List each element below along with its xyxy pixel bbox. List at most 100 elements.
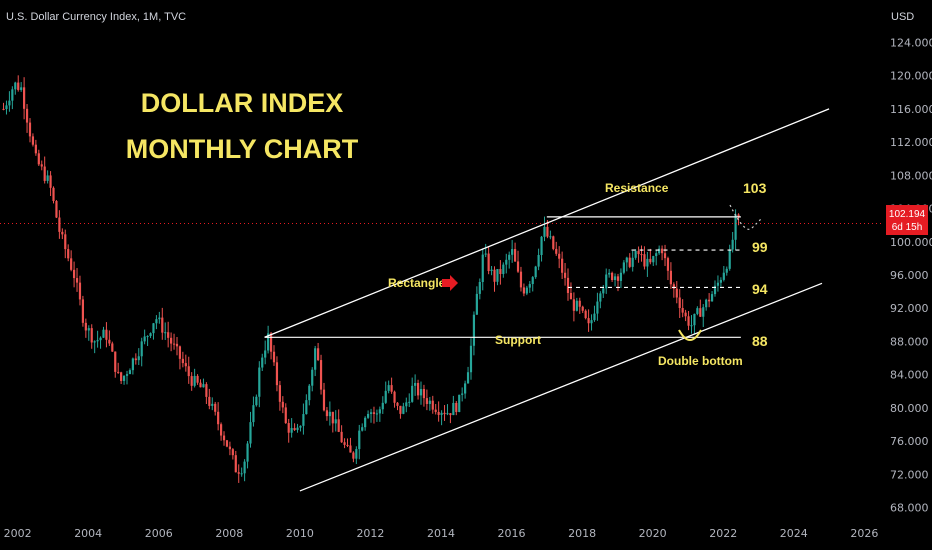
candle-body xyxy=(543,226,546,237)
candle-body xyxy=(655,253,658,257)
candle-body xyxy=(328,411,331,417)
x-tick-label: 2022 xyxy=(709,527,737,540)
candle-body xyxy=(408,401,411,403)
candle-body xyxy=(469,345,473,373)
x-tick-label: 2012 xyxy=(356,527,384,540)
candle-body xyxy=(75,278,79,283)
candle-body xyxy=(364,417,367,428)
candle-body xyxy=(675,288,678,298)
candle-body xyxy=(387,385,390,391)
candle-body xyxy=(293,428,296,431)
candle-body xyxy=(634,250,637,258)
y-tick-label: 80.000 xyxy=(890,402,929,415)
candle-body xyxy=(237,472,240,474)
candle-body xyxy=(366,413,370,418)
candle-body xyxy=(46,175,49,181)
candle-body xyxy=(343,442,346,445)
candle-body xyxy=(566,277,570,293)
candle-body xyxy=(102,329,105,338)
candle-body xyxy=(581,306,584,311)
candle-body xyxy=(99,337,102,341)
candle-body xyxy=(369,412,373,414)
candle-body xyxy=(55,200,58,218)
candle-body xyxy=(405,402,408,407)
candle-body xyxy=(487,253,490,272)
candle-body xyxy=(105,329,108,340)
candle-body xyxy=(693,313,696,326)
candle-body xyxy=(272,351,276,363)
drawing-lines-layer xyxy=(0,108,882,492)
candle-body xyxy=(455,402,458,412)
y-tick-label: 68.000 xyxy=(890,502,929,515)
candle-body xyxy=(90,328,93,343)
channel-upper-line[interactable] xyxy=(264,108,830,338)
candle-body xyxy=(372,412,376,414)
x-tick-label: 2018 xyxy=(568,527,596,540)
candle-body xyxy=(396,402,399,406)
candle-body xyxy=(540,236,543,256)
candle-body xyxy=(2,108,5,110)
candle-body xyxy=(687,316,690,326)
candle-body xyxy=(14,82,17,90)
candle-body xyxy=(393,391,396,403)
candle-body xyxy=(72,269,76,279)
candle-body xyxy=(449,413,452,416)
candle-body xyxy=(331,411,334,424)
candle-body xyxy=(214,403,217,412)
x-tick-label: 2020 xyxy=(639,527,667,540)
currency-label: USD xyxy=(891,11,914,23)
candle-body xyxy=(117,371,120,373)
candle-body xyxy=(264,350,267,358)
candle-body xyxy=(152,323,155,334)
price-axis[interactable]: 124.000120.000116.000112.000108.000104.0… xyxy=(890,36,932,514)
candle-body xyxy=(70,258,73,270)
candle-body xyxy=(461,393,464,395)
last-price-tag-box xyxy=(886,205,928,235)
candle-body xyxy=(375,413,379,415)
candle-body xyxy=(658,248,661,254)
candle-body xyxy=(296,427,299,431)
x-tick-label: 2014 xyxy=(427,527,455,540)
candle-body xyxy=(40,164,43,167)
candle-body xyxy=(663,253,667,259)
candle-body xyxy=(611,272,614,281)
projection-curve xyxy=(729,204,763,230)
candle-body xyxy=(58,217,61,232)
candle-body xyxy=(690,325,693,327)
candle-body xyxy=(11,89,14,101)
candle-body xyxy=(446,413,449,415)
candle-body xyxy=(287,423,290,433)
candle-body xyxy=(314,348,317,370)
candle-body xyxy=(208,396,211,406)
level-103-label: 103 xyxy=(743,180,767,196)
candle-body xyxy=(34,144,37,154)
candle-body xyxy=(96,340,99,342)
rectangle-label: Rectangle xyxy=(388,276,446,290)
candle-body xyxy=(84,322,87,331)
candle-body xyxy=(710,294,714,302)
candle-body xyxy=(255,396,258,406)
candle-body xyxy=(731,239,734,250)
level-94-label: 94 xyxy=(752,281,768,297)
candle-body xyxy=(440,412,443,415)
candle-body xyxy=(422,388,426,399)
double-bottom-label: Double bottom xyxy=(658,354,743,368)
candle-body xyxy=(302,414,305,426)
chart-title-line-2: MONTHLY CHART xyxy=(126,134,359,164)
candle-body xyxy=(178,346,182,359)
y-tick-label: 124.000 xyxy=(890,36,932,49)
candle-body xyxy=(537,255,540,267)
candle-body xyxy=(619,272,623,281)
time-axis[interactable]: 2002 2004 2006 2008 2010 2012 2014 2016 2018 2020… xyxy=(4,527,879,540)
y-tick-label: 116.000 xyxy=(890,103,932,116)
candle-body xyxy=(652,256,655,263)
candle-body xyxy=(140,341,143,357)
channel-lower-line[interactable] xyxy=(299,282,823,492)
candle-body xyxy=(378,409,381,414)
candle-body xyxy=(170,337,173,344)
candle-body xyxy=(258,367,261,397)
candle-body xyxy=(211,403,214,406)
candle-body xyxy=(490,269,493,272)
